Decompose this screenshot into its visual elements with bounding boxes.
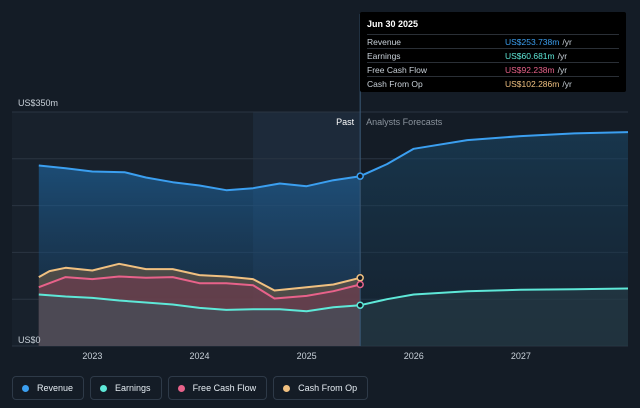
tooltip-row-free-cash-flow: Free Cash Flow US$92.238m /yr — [367, 62, 619, 76]
tooltip-value: US$102.286m — [505, 78, 560, 89]
cash-from-op-line — [38, 262, 361, 292]
legend-item-revenue[interactable]: Revenue — [12, 376, 85, 400]
x-tick-label: 2025 — [297, 351, 317, 361]
tooltip-value: US$60.681m — [505, 50, 555, 61]
tooltip-label: Free Cash Flow — [367, 64, 427, 75]
earnings-marker — [356, 301, 364, 309]
legend-label: Earnings — [115, 383, 151, 393]
earnings-forecast-area — [360, 288, 628, 346]
tooltip-unit: /yr — [562, 36, 572, 47]
revenue-marker — [356, 172, 364, 180]
tooltip-row-earnings: Earnings US$60.681m /yr — [367, 48, 619, 62]
legend-item-cash-from-op[interactable]: Cash From Op — [273, 376, 369, 400]
tooltip-row-cash-from-op: Cash From Op US$102.286m /yr — [367, 76, 619, 90]
earnings-line — [38, 293, 361, 313]
legend: Revenue Earnings Free Cash Flow Cash Fro… — [12, 376, 369, 400]
x-tick-label: 2023 — [82, 351, 102, 361]
tooltip-value: US$92.238m — [505, 64, 555, 75]
tooltip-date: Jun 30 2025 — [367, 19, 419, 29]
x-tick-label: 2027 — [511, 351, 531, 361]
revenue-line — [38, 164, 361, 192]
legend-dot-icon — [22, 384, 29, 392]
free-cash-flow-line — [38, 275, 361, 300]
revenue-forecast-line — [359, 131, 629, 178]
tooltip-unit: /yr — [562, 78, 572, 89]
earnings-area — [38, 294, 361, 346]
legend-item-free-cash-flow[interactable]: Free Cash Flow — [167, 376, 268, 400]
tooltip-unit: /yr — [557, 64, 568, 75]
free-cash-flow-marker — [356, 280, 364, 289]
forecast-label: Analysts Forecasts — [366, 117, 443, 127]
cash-from-op-marker — [356, 274, 364, 282]
legend-dot-icon — [283, 384, 291, 392]
tooltip-unit: /yr — [557, 50, 568, 61]
tooltip-row-revenue: Revenue US$253.738m /yr — [367, 34, 619, 48]
legend-label: Free Cash Flow — [192, 383, 257, 393]
tooltip-label: Earnings — [367, 50, 401, 61]
tooltip-label: Revenue — [367, 36, 402, 47]
past-label: Past — [336, 117, 355, 127]
tooltip-value: US$253.738m — [505, 36, 560, 47]
tooltip-label: Cash From Op — [367, 78, 423, 89]
legend-dot-icon — [100, 384, 108, 392]
legend-label: Cash From Op — [298, 383, 358, 393]
legend-dot-icon — [177, 384, 185, 392]
x-tick-label: 2026 — [404, 351, 424, 361]
legend-item-earnings[interactable]: Earnings — [90, 376, 162, 400]
tooltip: Jun 30 2025 Revenue US$253.738m /yr Earn… — [360, 12, 626, 92]
earnings-forecast-line — [359, 287, 629, 307]
legend-label: Revenue — [37, 383, 74, 393]
x-tick-label: 2024 — [189, 351, 209, 361]
y-axis-bottom-label: US$0 — [18, 335, 41, 345]
y-axis-top-label: US$350m — [18, 98, 58, 108]
